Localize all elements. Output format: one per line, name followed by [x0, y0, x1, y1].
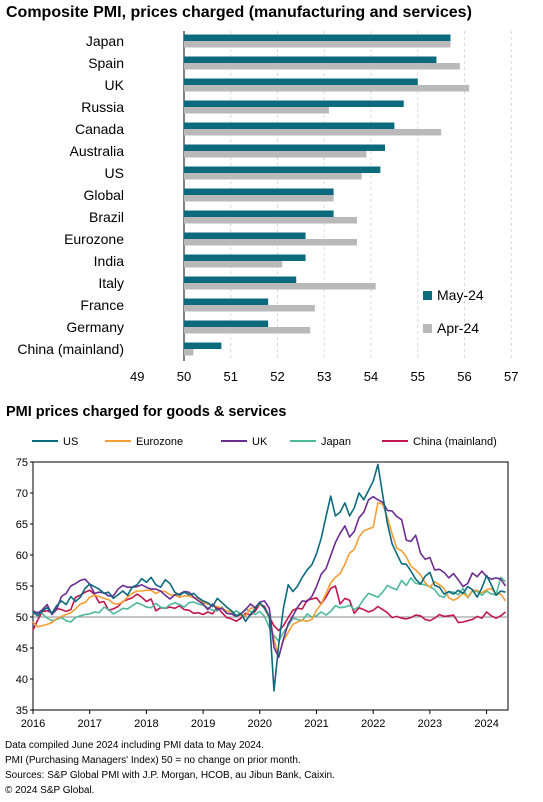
- x-tick-label-2019: 2019: [191, 718, 215, 730]
- bar-apr-24-us: [184, 173, 362, 180]
- legend-label-uk: UK: [252, 436, 268, 448]
- bar-apr-24-japan: [184, 41, 451, 48]
- category-label-france: France: [80, 297, 124, 313]
- category-label-italy: Italy: [98, 275, 124, 291]
- series-line-eurozone: [32, 502, 507, 658]
- footnote-sources: Sources: S&P Global PMI with J.P. Morgan…: [5, 770, 335, 781]
- legend-label-eurozone: Eurozone: [136, 436, 183, 448]
- x-tick-label-57: 57: [504, 369, 518, 384]
- category-label-us: US: [105, 165, 124, 181]
- legend-label-us: US: [63, 436, 78, 448]
- bar-apr-24-uk: [184, 85, 470, 92]
- x-tick-label-56: 56: [457, 369, 471, 384]
- legend-label-may-24: May-24: [437, 287, 484, 303]
- legend-label-apr-24: Apr-24: [437, 320, 479, 336]
- bar-apr-24-global: [184, 195, 334, 202]
- bar-may-24-australia: [184, 144, 386, 151]
- y-tick-label-75: 75: [16, 457, 28, 469]
- x-tick-label-52: 52: [270, 369, 284, 384]
- x-tick-label-2023: 2023: [418, 718, 442, 730]
- series-line-us: [32, 463, 506, 692]
- bar-apr-24-canada: [184, 129, 442, 136]
- x-tick-label-50: 50: [177, 369, 191, 384]
- x-tick-label-53: 53: [317, 369, 331, 384]
- bar-apr-24-eurozone: [184, 239, 357, 246]
- footnote-copyright: © 2024 S&P Global.: [5, 785, 95, 796]
- bar-may-24-global: [184, 188, 334, 195]
- category-label-russia: Russia: [81, 99, 124, 115]
- bar-may-24-canada: [184, 122, 395, 129]
- y-tick-label-50: 50: [16, 612, 28, 624]
- footnote-definition: PMI (Purchasing Managers' Index) 50 = no…: [5, 755, 301, 766]
- bar-apr-24-russia: [184, 107, 329, 114]
- line-chart-title: PMI prices charged for goods & services: [6, 404, 287, 420]
- category-label-germany: Germany: [66, 319, 124, 335]
- x-tick-label-2024: 2024: [474, 718, 498, 730]
- category-label-japan: Japan: [86, 33, 124, 49]
- category-label-australia: Australia: [70, 143, 125, 159]
- category-label-uk: UK: [105, 77, 125, 93]
- footnotes: Data compiled June 2024 including PMI da…: [5, 738, 335, 798]
- bar-may-24-spain: [184, 56, 437, 63]
- bar-may-24-uk: [184, 78, 418, 85]
- bar-apr-24-italy: [184, 283, 376, 290]
- y-tick-label-45: 45: [16, 643, 28, 655]
- bar-apr-24-india: [184, 261, 283, 268]
- bar-may-24-germany: [184, 320, 269, 327]
- category-label-global: Global: [84, 187, 124, 203]
- category-label-spain: Spain: [88, 55, 124, 71]
- bar-may-24-italy: [184, 276, 297, 283]
- x-tick-label-2022: 2022: [361, 718, 385, 730]
- category-label-china-mainland: China (mainland): [17, 341, 124, 357]
- bar-may-24-us: [184, 166, 381, 173]
- x-tick-label-54: 54: [364, 369, 378, 384]
- x-tick-label-2020: 2020: [248, 718, 272, 730]
- bar-may-24-brazil: [184, 210, 334, 217]
- series-line-uk: [32, 495, 507, 659]
- bar-may-24-japan: [184, 34, 451, 41]
- bar-may-24-eurozone: [184, 232, 306, 239]
- legend-swatch-may-24: [423, 291, 432, 300]
- x-tick-label-2017: 2017: [77, 718, 101, 730]
- legend-label-japan: Japan: [321, 436, 351, 448]
- y-tick-label-70: 70: [16, 488, 28, 500]
- x-tick-label-2021: 2021: [304, 718, 328, 730]
- bar-apr-24-australia: [184, 151, 367, 158]
- bar-may-24-russia: [184, 100, 404, 107]
- bar-chart-title: Composite PMI, prices charged (manufactu…: [6, 4, 472, 21]
- x-tick-label-55: 55: [411, 369, 425, 384]
- y-tick-label-40: 40: [16, 674, 28, 686]
- legend-swatch-apr-24: [423, 324, 432, 333]
- category-label-brazil: Brazil: [89, 209, 124, 225]
- bar-may-24-china-mainland: [184, 342, 222, 349]
- category-label-canada: Canada: [75, 121, 124, 137]
- y-tick-label-35: 35: [16, 705, 28, 717]
- bar-apr-24-france: [184, 305, 315, 312]
- bar-chart: 49 50 51 52 53 54 55 56 57 Japan Spain UK Russia Cana…: [17, 31, 518, 384]
- y-tick-label-60: 60: [16, 550, 28, 562]
- x-tick-label-2018: 2018: [134, 718, 158, 730]
- x-tick-label-51: 51: [224, 369, 238, 384]
- y-tick-label-55: 55: [16, 581, 28, 593]
- footnote-compiled: Data compiled June 2024 including PMI da…: [5, 740, 265, 751]
- bar-apr-24-germany: [184, 327, 311, 334]
- x-tick-label-2016: 2016: [21, 718, 45, 730]
- bar-may-24-france: [184, 298, 269, 305]
- x-tick-label-49: 49: [130, 369, 144, 384]
- bar-apr-24-china-mainland: [184, 349, 194, 356]
- legend-label-china-mainland: China (mainland): [413, 436, 497, 448]
- bar-may-24-india: [184, 254, 306, 261]
- bar-apr-24-brazil: [184, 217, 357, 224]
- category-label-eurozone: Eurozone: [64, 231, 124, 247]
- category-label-india: India: [94, 253, 125, 269]
- y-tick-label-65: 65: [16, 519, 28, 531]
- bar-apr-24-spain: [184, 63, 460, 70]
